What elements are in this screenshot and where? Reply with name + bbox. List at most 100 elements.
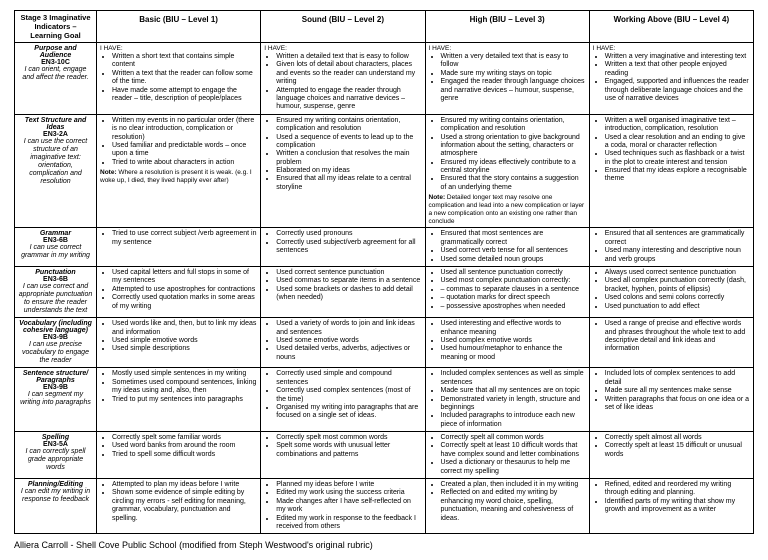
list-item: Attempted to plan my ideas before I writ…	[112, 481, 257, 489]
cell: I HAVE:Written a short text that contain…	[97, 43, 261, 115]
list-item: Correctly used simple and compound sente…	[276, 370, 421, 387]
list-item: Used simple emotive words	[112, 337, 257, 345]
bullet-list: Included lots of complex sentences to ad…	[593, 370, 750, 412]
cell: Correctly spelt almost all wordsCorrectl…	[589, 432, 753, 479]
bullet-list: Used correct sentence punctuationUsed co…	[264, 269, 421, 303]
bullet-list: Refined, edited and reordered my writing…	[593, 481, 750, 515]
list-item: Written my events in no particular order…	[112, 117, 257, 142]
cell: Used interesting and effective words to …	[425, 318, 589, 368]
col-level-2: Sound (BIU – Level 2)	[261, 11, 425, 43]
bullet-list: Correctly spelt some familiar wordsUsed …	[100, 434, 257, 459]
row-title: Grammar	[18, 230, 93, 237]
list-item: Used colons and semi colons correctly	[605, 294, 750, 302]
ihave-label: I HAVE:	[429, 45, 586, 52]
list-item: Spelt some words with unusual letter com…	[276, 442, 421, 459]
list-item: Used correct sentence punctuation	[276, 269, 421, 277]
cell: Used a variety of words to join and link…	[261, 318, 425, 368]
col-level-3: High (BIU – Level 3)	[425, 11, 589, 43]
bullet-list: Created a plan, then included it in my w…	[429, 481, 586, 523]
list-item: Correctly spelt all common words	[441, 434, 586, 442]
list-item: Reflected on and edited my writing by en…	[441, 489, 586, 523]
row-title: Sentence structure/ Paragraphs	[18, 370, 93, 384]
bullet-list: Written a very imaginative and interesti…	[593, 53, 750, 103]
cell: Attempted to plan my ideas before I writ…	[97, 479, 261, 534]
cell: Included lots of complex sentences to ad…	[589, 368, 753, 432]
list-item: Made sure that all my sentences are on t…	[441, 387, 586, 395]
list-item: Written a text that the reader can follo…	[112, 70, 257, 87]
bullet-list: Written a short text that contains simpl…	[100, 53, 257, 103]
row-desc: I can correctly spell grade appropriate …	[18, 448, 93, 472]
row-desc: I can use correct grammar in my writing	[18, 244, 93, 260]
list-item: Written paragraphs that focus on one ide…	[605, 396, 750, 413]
list-item: Used a clear resolution and an ending to…	[605, 134, 750, 151]
list-item: Correctly spelt most common words	[276, 434, 421, 442]
col-level-1: Basic (BIU – Level 1)	[97, 11, 261, 43]
list-item: Used words like and, then, but to link m…	[112, 320, 257, 337]
list-item: Made sure my writing stays on topic	[441, 70, 586, 78]
list-item: Used all sentence punctuation correctly	[441, 269, 586, 277]
row-code: EN3-9B	[18, 384, 93, 391]
list-item: Attempted to engage the reader through l…	[276, 87, 421, 112]
list-item: Written a detailed text that is easy to …	[276, 53, 421, 61]
row-title: Spelling	[18, 434, 93, 441]
list-item: Used word banks from around the room	[112, 442, 257, 450]
bullet-list: Used all sentence punctuation correctlyU…	[429, 269, 586, 311]
row-header: Planning/EditingI can edit my writing in…	[15, 479, 97, 534]
list-item: Used a variety of words to join and link…	[276, 320, 421, 337]
list-item: Correctly spelt almost all words	[605, 434, 750, 442]
cell: Mostly used simple sentences in my writi…	[97, 368, 261, 432]
list-item: Made changes after I have self-reflected…	[276, 498, 421, 515]
row-code: EN3-5A	[18, 441, 93, 448]
list-item: Used a dictionary or thesaurus to help m…	[441, 459, 586, 476]
list-item: – possessive apostrophes when needed	[441, 303, 586, 311]
list-item: Identified parts of my writing that show…	[605, 498, 750, 515]
list-item: Correctly spelt at least 10 difficult wo…	[441, 442, 586, 459]
list-item: Correctly used pronouns	[276, 230, 421, 238]
header-corner: Stage 3 Imaginative Indicators – Learnin…	[15, 11, 97, 43]
list-item: Used a strong orientation to give backgr…	[441, 134, 586, 159]
table-row: Purpose and AudienceEN3-10CI can orient,…	[15, 43, 754, 115]
list-item: Ensured that all sentences are grammatic…	[605, 230, 750, 247]
row-header: Text Structure and IdeasEN3-2AI can use …	[15, 114, 97, 228]
list-item: Used punctuation to add effect	[605, 303, 750, 311]
cell: Written a well organised imaginative tex…	[589, 114, 753, 228]
list-item: Used some brackets or dashes to add deta…	[276, 286, 421, 303]
row-header: Purpose and AudienceEN3-10CI can orient,…	[15, 43, 97, 115]
list-item: Written a text that other people enjoyed…	[605, 61, 750, 78]
list-item: Ensured that the story contains a sugges…	[441, 175, 586, 192]
row-code: EN3-9B	[18, 334, 93, 341]
row-title: Purpose and Audience	[18, 45, 93, 59]
bullet-list: Ensured that most sentences are grammati…	[429, 230, 586, 264]
table-row: SpellingEN3-5AI can correctly spell grad…	[15, 432, 754, 479]
bullet-list: Written a very detailed text that is eas…	[429, 53, 586, 103]
list-item: – commas to separate clauses in a senten…	[441, 286, 586, 294]
list-item: Ensured my writing contains orientation,…	[276, 117, 421, 134]
row-title: Planning/Editing	[18, 481, 93, 488]
table-row: Text Structure and IdeasEN3-2AI can use …	[15, 114, 754, 228]
cell: Correctly used simple and compound sente…	[261, 368, 425, 432]
cell: Correctly spelt all common wordsCorrectl…	[425, 432, 589, 479]
list-item: Used some emotive words	[276, 337, 421, 345]
row-code: EN3-10C	[18, 59, 93, 66]
rubric-table: Stage 3 Imaginative Indicators – Learnin…	[14, 10, 754, 534]
bullet-list: Always used correct sentence punctuation…	[593, 269, 750, 311]
row-code: EN3-6B	[18, 237, 93, 244]
list-item: Correctly used complex sentences (most o…	[276, 387, 421, 404]
list-item: Used simple descriptions	[112, 345, 257, 353]
row-code: EN3-2A	[18, 131, 93, 138]
cell: Correctly spelt some familiar wordsUsed …	[97, 432, 261, 479]
list-item: Ensured that all my ideas relate to a ce…	[276, 175, 421, 192]
table-row: PunctuationEN3-6BI can use correct and a…	[15, 267, 754, 318]
cell: Included complex sentences as well as si…	[425, 368, 589, 432]
list-item: Tried to spell some difficult words	[112, 451, 257, 459]
list-item: Used some detailed noun groups	[441, 256, 586, 264]
row-desc: I can use correct and appropriate punctu…	[18, 283, 93, 315]
cell: Used capital letters and full stops in s…	[97, 267, 261, 318]
ihave-label: I HAVE:	[593, 45, 750, 52]
list-item: Written a very detailed text that is eas…	[441, 53, 586, 70]
bullet-list: Correctly used pronounsCorrectly used su…	[264, 230, 421, 255]
list-item: Made sure all my sentences make sense	[605, 387, 750, 395]
list-item: Used complex emotive words	[441, 337, 586, 345]
row-desc: I can segment my writing into paragraphs	[18, 391, 93, 407]
list-item: Used correct verb tense for all sentence…	[441, 247, 586, 255]
